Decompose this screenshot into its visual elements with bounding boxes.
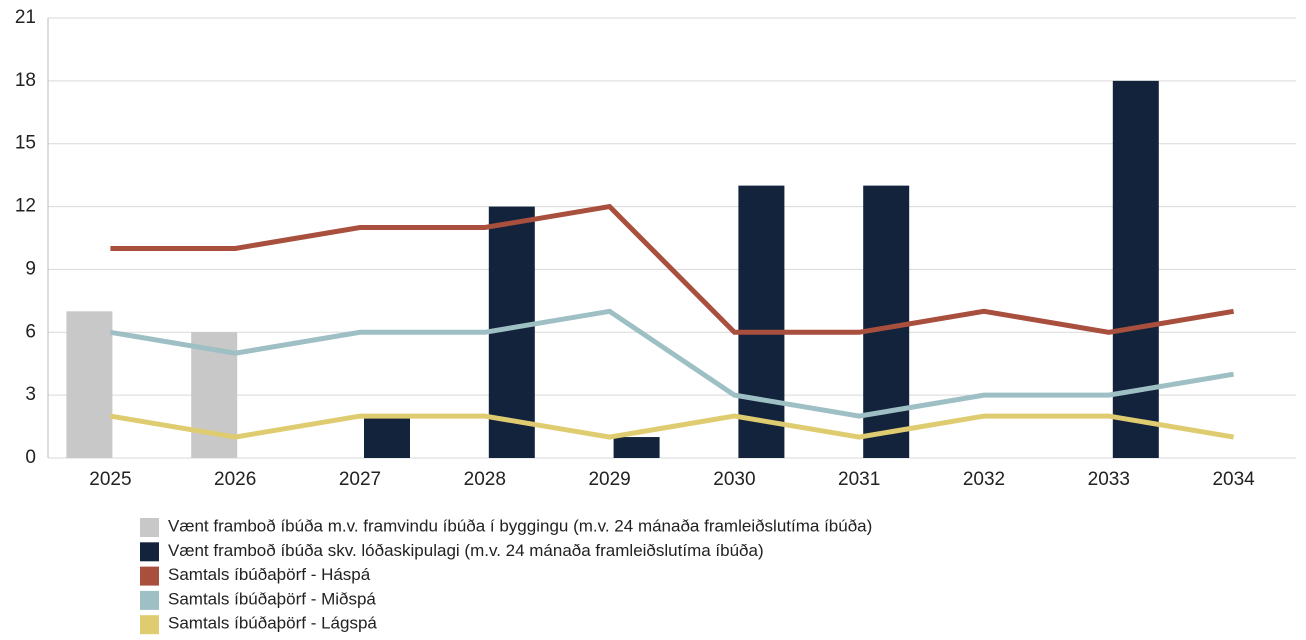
line	[110, 203, 1235, 335]
x-tick-label: 2031	[838, 469, 880, 490]
y-tick-label: 21	[15, 7, 36, 28]
bar	[863, 185, 910, 458]
legend-swatch	[140, 590, 159, 610]
x-tick-label: 2034	[1212, 469, 1255, 490]
x-tick-label: 2029	[588, 469, 630, 490]
legend-swatch	[140, 542, 159, 562]
x-tick-label: 2026	[214, 469, 256, 490]
x-tick-label: 2032	[963, 469, 1005, 490]
line	[109, 413, 1235, 440]
x-tick-label: 2030	[713, 469, 755, 490]
legend-label: Vænt framboð íbúða skv. lóðaskipulagi (m…	[168, 541, 764, 560]
bar	[738, 185, 785, 458]
legend-swatch	[140, 615, 159, 635]
y-tick-label: 15	[15, 133, 36, 154]
legend-label: Samtals íbúðaþörf - Lágspá	[168, 614, 377, 633]
legend-label: Samtals íbúðaþörf - Háspá	[168, 565, 371, 584]
bar	[1112, 80, 1159, 458]
legend-label: Samtals íbúðaþörf - Miðspá	[168, 589, 376, 608]
y-tick-label: 12	[15, 196, 36, 217]
legend-swatch	[140, 566, 159, 586]
y-tick-label: 9	[25, 258, 36, 279]
x-tick-label: 2025	[89, 469, 131, 490]
legend-label: Vænt framboð íbúða m.v. framvindu íbúða …	[168, 516, 872, 535]
y-tick-label: 18	[15, 70, 36, 91]
x-tick-label: 2028	[464, 469, 506, 490]
bar	[364, 416, 410, 458]
line	[109, 308, 1235, 419]
y-tick-label: 3	[25, 384, 36, 405]
x-tick-label: 2027	[339, 469, 381, 490]
y-tick-label: 0	[25, 447, 36, 468]
legend-swatch	[140, 518, 159, 537]
x-tick-label: 2033	[1088, 469, 1130, 490]
bar	[613, 437, 660, 458]
bar	[66, 311, 113, 458]
y-tick-label: 6	[25, 321, 36, 342]
